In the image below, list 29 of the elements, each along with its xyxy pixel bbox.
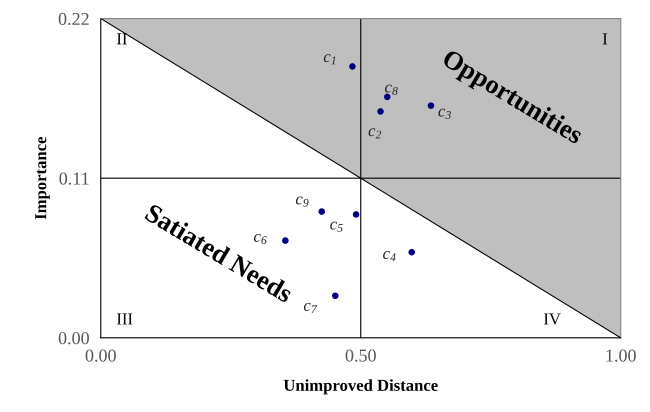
series-label: c$_{6}$ — [254, 234, 267, 244]
series-label: c$_{9}$ — [296, 196, 309, 207]
annotation: II — [116, 33, 127, 44]
point — [282, 237, 289, 244]
y-tick-label: 0.11 — [59, 172, 89, 185]
annotation: III — [116, 314, 132, 324]
y-axis-title: Importance — [35, 136, 50, 220]
series-label: c$_{1}$ — [324, 54, 336, 64]
y-tick-label: 0.00 — [58, 332, 89, 344]
point — [318, 208, 326, 215]
point — [349, 63, 356, 70]
x-tick-label: 1.00 — [606, 349, 636, 362]
annotation: IV — [544, 314, 561, 325]
point — [384, 94, 391, 100]
series-label: c$_{2}$ — [368, 128, 382, 138]
annotation: I — [602, 33, 608, 44]
point — [428, 102, 434, 109]
x-tick-label: 0.00 — [86, 349, 116, 362]
y-tick-label: 0.22 — [58, 12, 89, 26]
series-label: c$_{8}$ — [385, 84, 398, 95]
x-tick-label: 0.50 — [346, 349, 376, 362]
series-label: c$_{4}$ — [383, 250, 396, 262]
series-label: c$_{7}$ — [304, 302, 318, 314]
point — [377, 108, 384, 115]
point — [408, 248, 416, 256]
point — [332, 292, 339, 300]
point — [352, 211, 360, 218]
x-axis-title: Unimproved Distance — [284, 379, 438, 394]
series-label: c$_{5}$ — [330, 222, 343, 232]
